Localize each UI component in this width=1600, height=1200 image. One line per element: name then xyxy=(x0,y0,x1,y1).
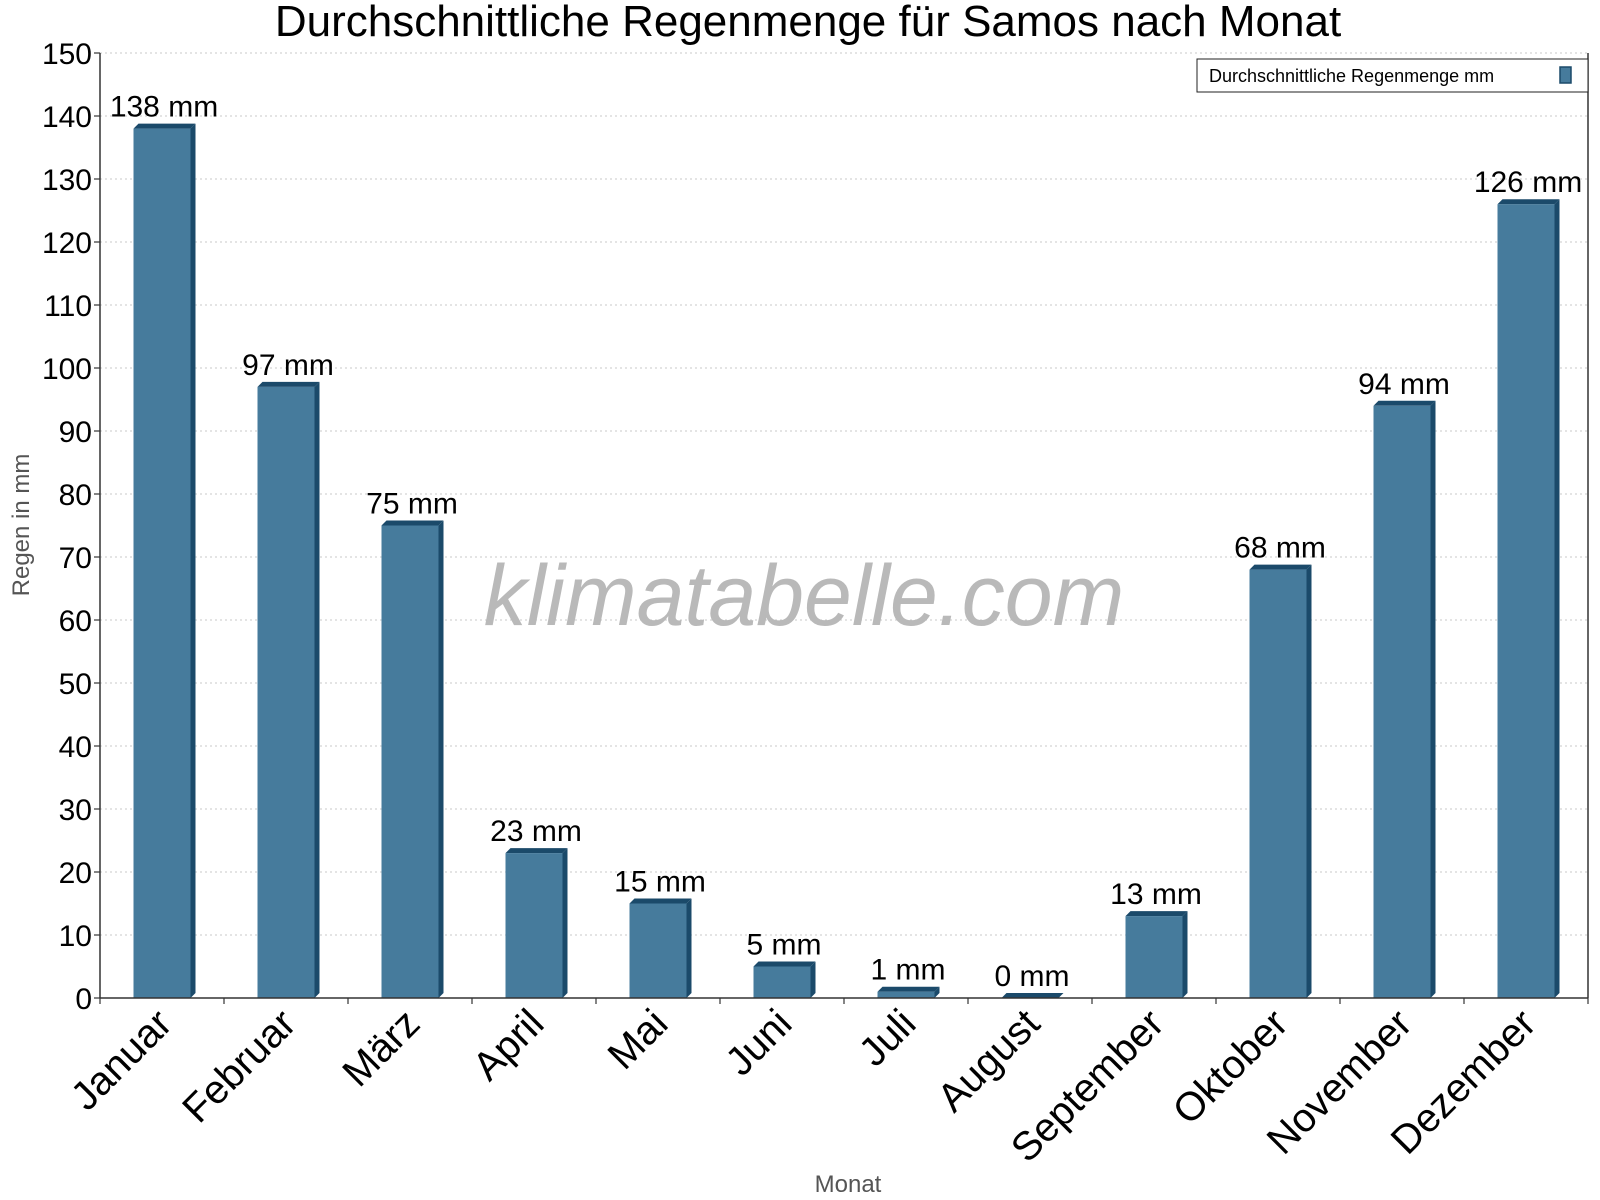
y-tick-label: 40 xyxy=(59,731,92,764)
legend-box xyxy=(1196,58,1589,93)
x-tick-label: Juni xyxy=(717,1001,800,1084)
bar-side xyxy=(1430,400,1436,998)
bar-side xyxy=(934,986,940,998)
data-label: 1 mm xyxy=(871,954,946,987)
bar-januar: 138 mm xyxy=(110,91,218,999)
data-label: 23 mm xyxy=(490,815,582,848)
bar-mai: 15 mm xyxy=(614,866,706,998)
x-tick-label: April xyxy=(465,1001,553,1089)
x-axis-title: Monat xyxy=(815,1171,882,1198)
bar-juni: 5 mm xyxy=(747,929,822,998)
bar-top xyxy=(753,961,816,967)
bar-top xyxy=(1497,199,1560,205)
bar-april: 23 mm xyxy=(490,815,582,998)
x-tick-label: Februar xyxy=(174,1001,304,1131)
bar-september: 13 mm xyxy=(1110,878,1202,998)
data-label: 68 mm xyxy=(1234,532,1326,565)
chart-title: Durchschnittliche Regenmenge für Samos n… xyxy=(275,0,1341,46)
bar-front xyxy=(381,525,439,998)
data-label: 0 mm xyxy=(995,960,1070,993)
bar-front xyxy=(257,386,315,998)
bar-top xyxy=(257,381,320,387)
legend: Durchschnittliche Regenmenge mm xyxy=(1196,58,1589,93)
bar-side xyxy=(810,961,816,998)
x-tick-label: Januar xyxy=(63,1001,181,1119)
y-tick-label: 70 xyxy=(59,542,92,575)
bar-top xyxy=(1125,911,1188,917)
data-label: 138 mm xyxy=(110,91,218,124)
y-tick-label: 30 xyxy=(59,794,92,827)
data-label: 97 mm xyxy=(242,349,334,382)
bar-oktober: 68 mm xyxy=(1234,532,1326,998)
y-tick-label: 10 xyxy=(59,920,92,953)
y-tick-label: 150 xyxy=(42,38,92,71)
bar-juli: 1 mm xyxy=(871,954,946,998)
bar-front xyxy=(877,991,935,998)
y-tick-label: 110 xyxy=(44,290,92,323)
x-tick-label: März xyxy=(334,1001,428,1095)
bar-top xyxy=(381,520,444,526)
bar-august: 0 mm xyxy=(995,960,1070,998)
y-axis-title: Regen in mm xyxy=(8,454,35,597)
y-tick-label: 90 xyxy=(59,416,92,449)
bar-front xyxy=(1373,405,1431,998)
bar-top xyxy=(1001,993,1064,998)
y-tick-label: 100 xyxy=(42,353,92,386)
data-label: 75 mm xyxy=(366,488,458,521)
bar-side xyxy=(1306,564,1312,998)
bar-top xyxy=(133,123,196,129)
data-label: 13 mm xyxy=(1110,878,1202,911)
x-tick-label: Juli xyxy=(851,1001,925,1075)
bar-top xyxy=(1249,564,1312,570)
y-axis-ticks: 0 10 20 30 40 50 60 70 80 90 100 110 120 130 140 150 xyxy=(42,38,100,1016)
axes xyxy=(99,53,1589,999)
y-tick-label: 80 xyxy=(59,479,92,512)
bar-top xyxy=(505,848,568,854)
bars: 138 mm 97 mm 75 mm 23 mm 15 mm 5 mm 1 mm 0 mm 13… xyxy=(110,91,1582,999)
bar-front xyxy=(629,903,687,998)
bar-front xyxy=(1497,204,1555,998)
watermark-text: klimatabelle.com xyxy=(484,548,1124,644)
bar-side xyxy=(314,381,320,998)
bar-front xyxy=(1249,569,1307,998)
bar-side xyxy=(686,898,692,998)
x-tick-label: August xyxy=(929,1001,1048,1120)
y-tick-label: 140 xyxy=(42,101,92,134)
y-tick-label: 20 xyxy=(59,857,92,890)
bar-dezember: 126 mm xyxy=(1474,166,1582,998)
bar-side xyxy=(1182,911,1188,998)
bar-side xyxy=(190,123,196,999)
bar-front xyxy=(133,128,191,999)
legend-swatch xyxy=(1559,66,1572,84)
grid-lines xyxy=(100,52,1588,936)
data-label: 126 mm xyxy=(1474,166,1582,199)
bar-front xyxy=(1125,916,1183,998)
bar-side xyxy=(1554,199,1560,998)
bar-front xyxy=(753,966,811,998)
data-label: 94 mm xyxy=(1358,368,1450,401)
data-label: 5 mm xyxy=(747,929,822,962)
bar-top xyxy=(629,898,692,904)
y-tick-label: 50 xyxy=(59,668,92,701)
y-tick-label: 0 xyxy=(75,983,92,1016)
bar-märz: 75 mm xyxy=(366,488,458,998)
data-label: 15 mm xyxy=(614,866,706,899)
y-tick-label: 60 xyxy=(59,605,92,638)
bar-front xyxy=(505,853,563,998)
bar-top xyxy=(877,986,940,992)
y-tick-label: 130 xyxy=(42,164,92,197)
bar-november: 94 mm xyxy=(1358,368,1450,998)
bar-top xyxy=(1373,400,1436,406)
bar-side xyxy=(562,848,568,998)
bar-side xyxy=(438,520,444,998)
x-tick-label: Mai xyxy=(600,1001,677,1078)
bar-februar: 97 mm xyxy=(242,349,334,998)
y-tick-label: 120 xyxy=(42,227,92,260)
legend-entry-label: Durchschnittliche Regenmenge mm xyxy=(1209,66,1494,86)
